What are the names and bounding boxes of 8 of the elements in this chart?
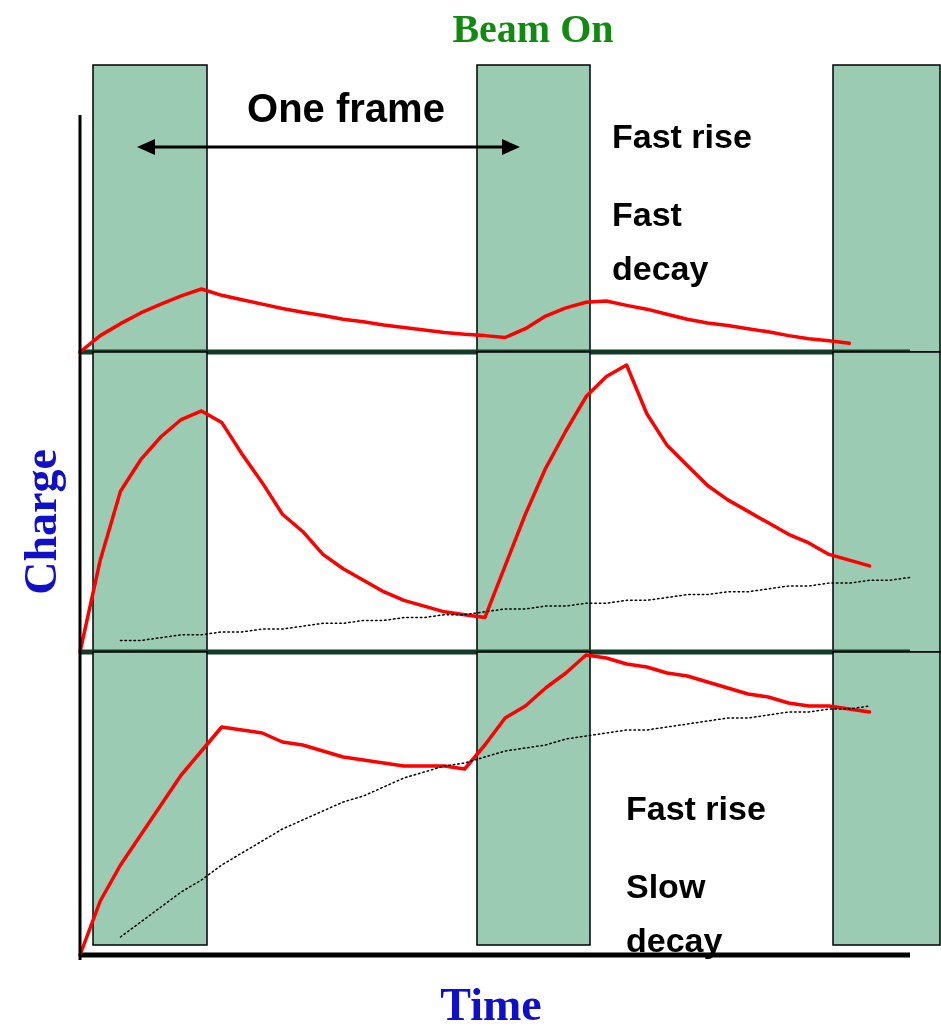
text: One frame — [247, 86, 445, 130]
text: Fast rise — [612, 117, 752, 155]
x-axis-title: Time — [440, 979, 542, 1028]
text: Fast decay — [612, 195, 709, 288]
annotation: Fast rise — [626, 789, 766, 827]
y-axis-title: Charge — [15, 449, 66, 595]
text: Beam On — [452, 6, 614, 51]
annotation: Slow decay — [626, 867, 723, 960]
